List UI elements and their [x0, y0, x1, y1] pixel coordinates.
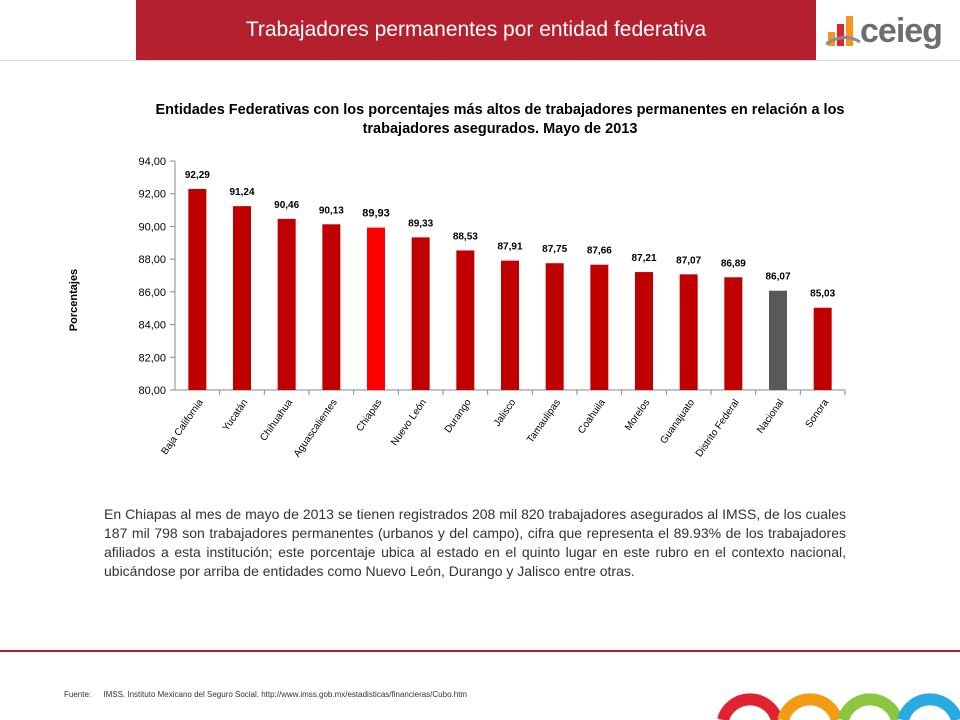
data-label: 87,07: [676, 255, 701, 266]
bar-yucat-n: [233, 206, 251, 390]
header-divider: [0, 60, 960, 61]
bar-durango: [456, 250, 475, 390]
x-tick-label: Jalisco: [492, 397, 519, 429]
brand-rings-graphic: [717, 693, 960, 720]
brand-blue-ring-icon: [897, 693, 960, 720]
logo-bars-icon: [826, 16, 861, 46]
x-tick-label: Morelos: [623, 397, 652, 432]
y-tick-label: 82,00: [138, 352, 166, 364]
bar-chihuahua: [277, 218, 296, 390]
logo-text: ceieg: [860, 12, 943, 50]
x-tick-label: Yucatán: [221, 397, 251, 433]
brand-orange-ring-icon: [777, 693, 843, 720]
bar-aguascalientes: [322, 224, 341, 390]
description-paragraph: En Chiapas al mes de mayo de 2013 se tie…: [104, 506, 846, 579]
data-label: 90,13: [319, 205, 344, 216]
chart-title: Entidades Federativas con los porcentaje…: [155, 102, 845, 137]
data-label: 87,75: [542, 244, 567, 255]
x-tick-label: Baja California: [159, 397, 206, 457]
data-label: 86,07: [765, 272, 790, 283]
data-label: 89,93: [362, 208, 390, 220]
ceieg-logo: ceieg: [826, 10, 951, 52]
data-label: 89,33: [408, 218, 433, 229]
x-tick-label: Guanajuato: [658, 397, 697, 446]
x-tick-label: Chihuahua: [258, 397, 295, 443]
y-tick-label: 86,00: [138, 287, 166, 299]
x-tick-label: Tamaulipas: [525, 397, 563, 445]
x-tick-label: Nuevo León: [389, 397, 429, 447]
data-label: 85,03: [810, 289, 835, 300]
x-tick-label: Coahuila: [576, 397, 608, 436]
footer-divider: [0, 650, 960, 652]
data-label: 87,91: [497, 242, 522, 253]
y-tick-label: 88,00: [138, 254, 166, 266]
bar-guanajuato: [679, 274, 698, 390]
bar-jalisco: [501, 260, 519, 390]
y-tick-label: 92,00: [138, 189, 166, 201]
header-bar: Trabajadores permanentes por entidad fed…: [136, 0, 816, 60]
bar-morelos: [635, 272, 653, 390]
data-label: 90,46: [274, 200, 299, 211]
bar-tamaulipas: [545, 263, 564, 390]
bar-chart: 94,00 92,00 90,00 88,00 86,00 84,00 82,00 80,00…: [138, 156, 846, 459]
page-title: Trabajadores permanentes por entidad fed…: [245, 18, 707, 41]
brand-green-ring-icon: [837, 693, 903, 720]
y-tick-label: 90,00: [138, 221, 166, 233]
bar-nuevo-le-n: [411, 237, 430, 390]
x-tick-label: Nacional: [755, 397, 786, 435]
brand-red-ring-icon: [717, 693, 783, 720]
bar-distrito-federal: [724, 277, 743, 390]
bar-coahuila: [590, 264, 609, 390]
source-note: Fuente: IMSS. Instituto Mexicano del Seg…: [64, 690, 467, 699]
bar-sonora: [813, 307, 832, 390]
x-tick-label: Sonora: [804, 397, 832, 430]
bar-nacional: [769, 290, 787, 390]
data-label: 92,29: [185, 170, 210, 181]
data-label: 87,21: [631, 253, 656, 264]
data-label: 87,66: [587, 246, 612, 257]
source-label: Fuente:: [64, 690, 92, 699]
x-tick-label: Aguascalientes: [292, 397, 340, 459]
data-label: 88,53: [453, 231, 478, 242]
x-tick-label: Distrito Federal: [694, 397, 742, 459]
x-tick-label: Durango: [443, 397, 474, 435]
y-tick-label: 80,00: [138, 385, 166, 397]
source-text: IMSS. Instituto Mexicano del Seguro Soci…: [103, 690, 468, 699]
y-tick-label: 84,00: [138, 320, 166, 332]
data-label: 91,24: [229, 187, 254, 198]
x-tick-label: Chiapas: [354, 397, 384, 433]
y-tick-label: 94,00: [138, 156, 166, 168]
data-label: 86,89: [721, 258, 746, 269]
bar-baja-california: [188, 188, 207, 390]
bar-chiapas: [367, 227, 385, 390]
